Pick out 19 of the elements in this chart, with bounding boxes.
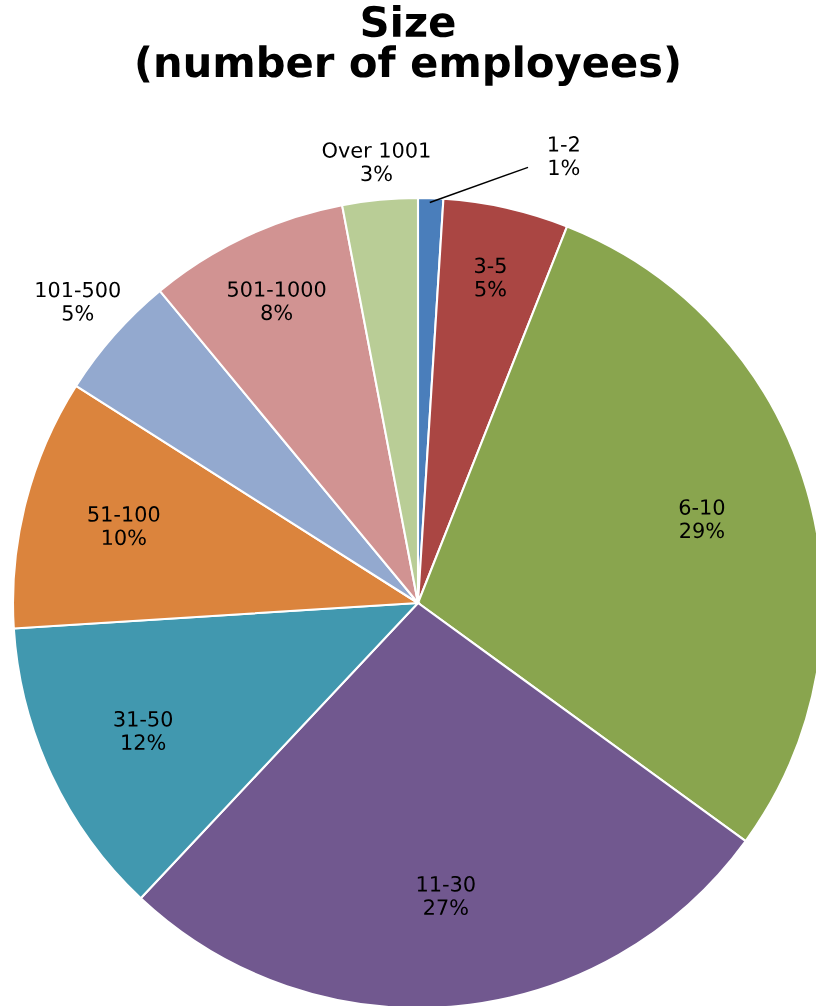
slice-label: 11-30 bbox=[417, 875, 475, 892]
slice-label: 3-5 bbox=[475, 257, 506, 274]
data-label: 12% bbox=[122, 734, 166, 751]
data-label: 5% bbox=[475, 280, 506, 297]
slice-label: 1-2 bbox=[549, 136, 579, 152]
data-label: 10% bbox=[102, 529, 146, 546]
chart-title: Size (number of employees) bbox=[137, 5, 679, 87]
data-label: 3% bbox=[361, 165, 392, 182]
slice-label: 101-500 bbox=[36, 281, 120, 298]
slice-label: 31-50 bbox=[114, 710, 173, 727]
data-label: 5% bbox=[62, 304, 94, 321]
data-label: 8% bbox=[261, 304, 292, 321]
slice-label: 6-10 bbox=[679, 499, 725, 515]
slice-label: Over 1001 bbox=[322, 142, 430, 158]
slice-label: 501-1000 bbox=[228, 281, 326, 297]
data-label: 1% bbox=[549, 159, 580, 176]
slice-label: 51-100 bbox=[88, 506, 160, 522]
data-label: 29% bbox=[680, 522, 724, 539]
data-label: 27% bbox=[424, 899, 468, 916]
